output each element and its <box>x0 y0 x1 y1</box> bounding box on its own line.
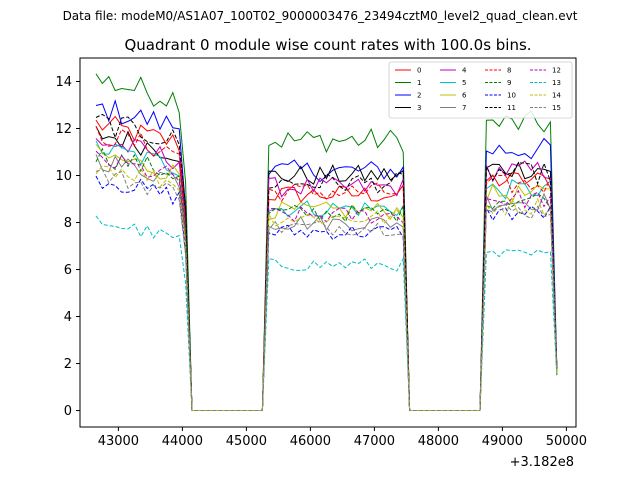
series-line-7 <box>95 154 558 411</box>
legend-label-14: 14 <box>552 92 561 100</box>
legend-label-1: 1 <box>417 79 421 87</box>
series-line-15 <box>95 168 558 411</box>
series-line-2 <box>95 99 558 411</box>
legend-label-11: 11 <box>507 104 516 112</box>
y-tick-label: 0 <box>64 404 72 419</box>
series-line-12 <box>95 150 558 411</box>
data-file-label: Data file: modeM0/AS1A07_100T02_90000034… <box>63 9 578 23</box>
legend-label-15: 15 <box>552 104 561 112</box>
legend-label-7: 7 <box>462 104 466 112</box>
x-tick-label: 45000 <box>226 434 267 449</box>
legend-label-13: 13 <box>552 79 561 87</box>
chart-title: Quadrant 0 module wise count rates with … <box>124 36 531 54</box>
y-tick-label: 10 <box>55 169 72 184</box>
series-line-1 <box>95 73 558 411</box>
legend-label-6: 6 <box>462 92 467 100</box>
y-tick-label: 4 <box>64 310 72 325</box>
series-line-13 <box>95 215 558 411</box>
y-tick-label: 12 <box>55 122 72 137</box>
series-line-0 <box>95 115 558 411</box>
axes-frame <box>79 57 577 428</box>
legend-label-9: 9 <box>507 79 511 87</box>
x-offset-label: +3.182e8 <box>510 455 574 470</box>
y-tick-label: 2 <box>64 357 72 372</box>
y-tick-label: 6 <box>64 263 72 278</box>
plot-area <box>95 73 558 411</box>
axes: 43000 44000 45000 46000 47000 48000 49000 50000… <box>55 57 587 449</box>
series-line-9 <box>95 147 558 411</box>
y-tick-label: 8 <box>64 216 72 231</box>
series-line-10 <box>95 175 558 411</box>
x-tick-label: 46000 <box>290 434 331 449</box>
legend-box <box>388 61 573 119</box>
legend-label-8: 8 <box>507 67 511 75</box>
x-tick-label: 48000 <box>418 434 459 449</box>
x-tick-label: 43000 <box>98 434 139 449</box>
x-tick-label: 47000 <box>354 434 395 449</box>
legend-label-5: 5 <box>462 79 466 87</box>
x-tick-label: 49000 <box>482 434 523 449</box>
x-tick-label: 50000 <box>546 434 587 449</box>
legend-label-2: 2 <box>417 92 421 100</box>
x-tick-label: 44000 <box>162 434 203 449</box>
legend-label-4: 4 <box>462 67 467 75</box>
legend-label-10: 10 <box>507 92 516 100</box>
y-tick-label: 14 <box>55 75 72 90</box>
legend-label-12: 12 <box>552 67 561 75</box>
legend-label-3: 3 <box>417 104 421 112</box>
legend-label-0: 0 <box>417 67 421 75</box>
